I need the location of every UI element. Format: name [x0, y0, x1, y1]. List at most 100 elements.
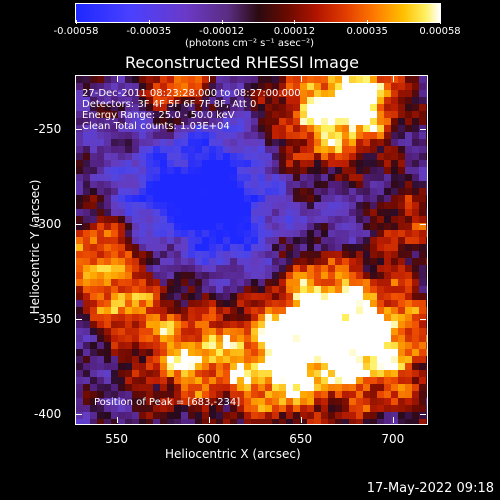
heatmap-cell [335, 174, 343, 182]
heatmap-cell [265, 111, 273, 119]
heatmap-cell [370, 363, 378, 371]
heatmap-cell [174, 111, 182, 119]
heatmap-cell [230, 160, 238, 168]
heatmap-cell [97, 356, 105, 364]
heatmap-cell [76, 125, 84, 133]
heatmap-cell [90, 307, 98, 315]
heatmap-cell [216, 139, 224, 147]
heatmap-cell [167, 237, 175, 245]
heatmap-cell [167, 83, 175, 91]
heatmap-cell [209, 419, 217, 424]
heatmap-cell [377, 405, 385, 413]
heatmap-cell [405, 265, 413, 273]
heatmap-cell [223, 398, 231, 406]
heatmap-cell [356, 300, 364, 308]
heatmap-cell [230, 391, 238, 399]
heatmap-cell [265, 188, 273, 196]
heatmap-cell [195, 104, 203, 112]
heatmap-cell [370, 132, 378, 140]
heatmap-cell [188, 244, 196, 252]
heatmap-cell [265, 419, 273, 424]
heatmap-cell [97, 377, 105, 385]
heatmap-cell [279, 167, 287, 175]
heatmap-cell [384, 349, 392, 357]
heatmap-cell [370, 300, 378, 308]
heatmap-cell [384, 272, 392, 280]
heatmap-cell [272, 412, 280, 420]
heatmap-cell [174, 202, 182, 210]
heatmap-cell [363, 412, 371, 420]
heatmap-cell [146, 391, 154, 399]
colorbar-units-label: (photons cm⁻² s⁻¹ asec⁻²) [185, 38, 315, 49]
heatmap-cell [104, 111, 112, 119]
heatmap-cell [139, 342, 147, 350]
heatmap-cell [132, 363, 140, 371]
heatmap-cell [412, 237, 420, 245]
heatmap-cell [419, 223, 427, 231]
heatmap-cell [153, 398, 161, 406]
heatmap-cell [139, 160, 147, 168]
heatmap-cell [90, 181, 98, 189]
heatmap-cell [300, 405, 308, 413]
heatmap-cell [384, 293, 392, 301]
heatmap-cell [293, 412, 301, 420]
heatmap-cell [265, 181, 273, 189]
heatmap-cell [202, 139, 210, 147]
heatmap-cell [419, 244, 427, 252]
heatmap-cell [104, 272, 112, 280]
heatmap-cell [293, 223, 301, 231]
heatmap-cell [251, 321, 259, 329]
heatmap-cell [391, 349, 399, 357]
heatmap-cell [363, 328, 371, 336]
heatmap-cell [286, 265, 294, 273]
heatmap-cell [391, 265, 399, 273]
heatmap-cell [111, 244, 119, 252]
heatmap-cell [370, 223, 378, 231]
heatmap-cell [398, 300, 406, 308]
heatmap-cell [377, 167, 385, 175]
heatmap-cell [293, 398, 301, 406]
heatmap-cell [216, 258, 224, 266]
heatmap-cell [251, 118, 259, 126]
heatmap-cell [153, 251, 161, 259]
heatmap-cell [398, 335, 406, 343]
heatmap-cell [398, 146, 406, 154]
heatmap-cell [202, 293, 210, 301]
heatmap-cell [405, 223, 413, 231]
heatmap-cell [377, 237, 385, 245]
heatmap-cell [209, 174, 217, 182]
heatmap-cell [349, 230, 357, 238]
heatmap-cell [265, 153, 273, 161]
heatmap-cell [146, 307, 154, 315]
heatmap-cell [300, 195, 308, 203]
heatmap-cell [321, 153, 329, 161]
heatmap-cell [377, 153, 385, 161]
heatmap-cell [153, 314, 161, 322]
heatmap-cell [265, 83, 273, 91]
heatmap-cell [426, 391, 427, 399]
heatmap-cell [314, 160, 322, 168]
heatmap-cell [300, 391, 308, 399]
heatmap-cell [328, 90, 336, 98]
heatmap-cell [174, 384, 182, 392]
heatmap-cell [76, 377, 84, 385]
heatmap-cell [209, 181, 217, 189]
heatmap-cell [363, 181, 371, 189]
heatmap-cell [342, 286, 350, 294]
heatmap-cell [286, 230, 294, 238]
heatmap-cell [412, 258, 420, 266]
heatmap-cell [265, 139, 273, 147]
heatmap-cell [251, 181, 259, 189]
heatmap-cell [132, 342, 140, 350]
heatmap-cell [160, 405, 168, 413]
heatmap-cell [174, 146, 182, 154]
heatmap-cell [125, 230, 133, 238]
heatmap-cell [321, 90, 329, 98]
heatmap-cell [391, 111, 399, 119]
heatmap-cell [391, 174, 399, 182]
heatmap-cell [398, 209, 406, 217]
heatmap-cell [230, 412, 238, 420]
heatmap-cell [391, 391, 399, 399]
heatmap-cell [419, 405, 427, 413]
heatmap-cell [209, 118, 217, 126]
